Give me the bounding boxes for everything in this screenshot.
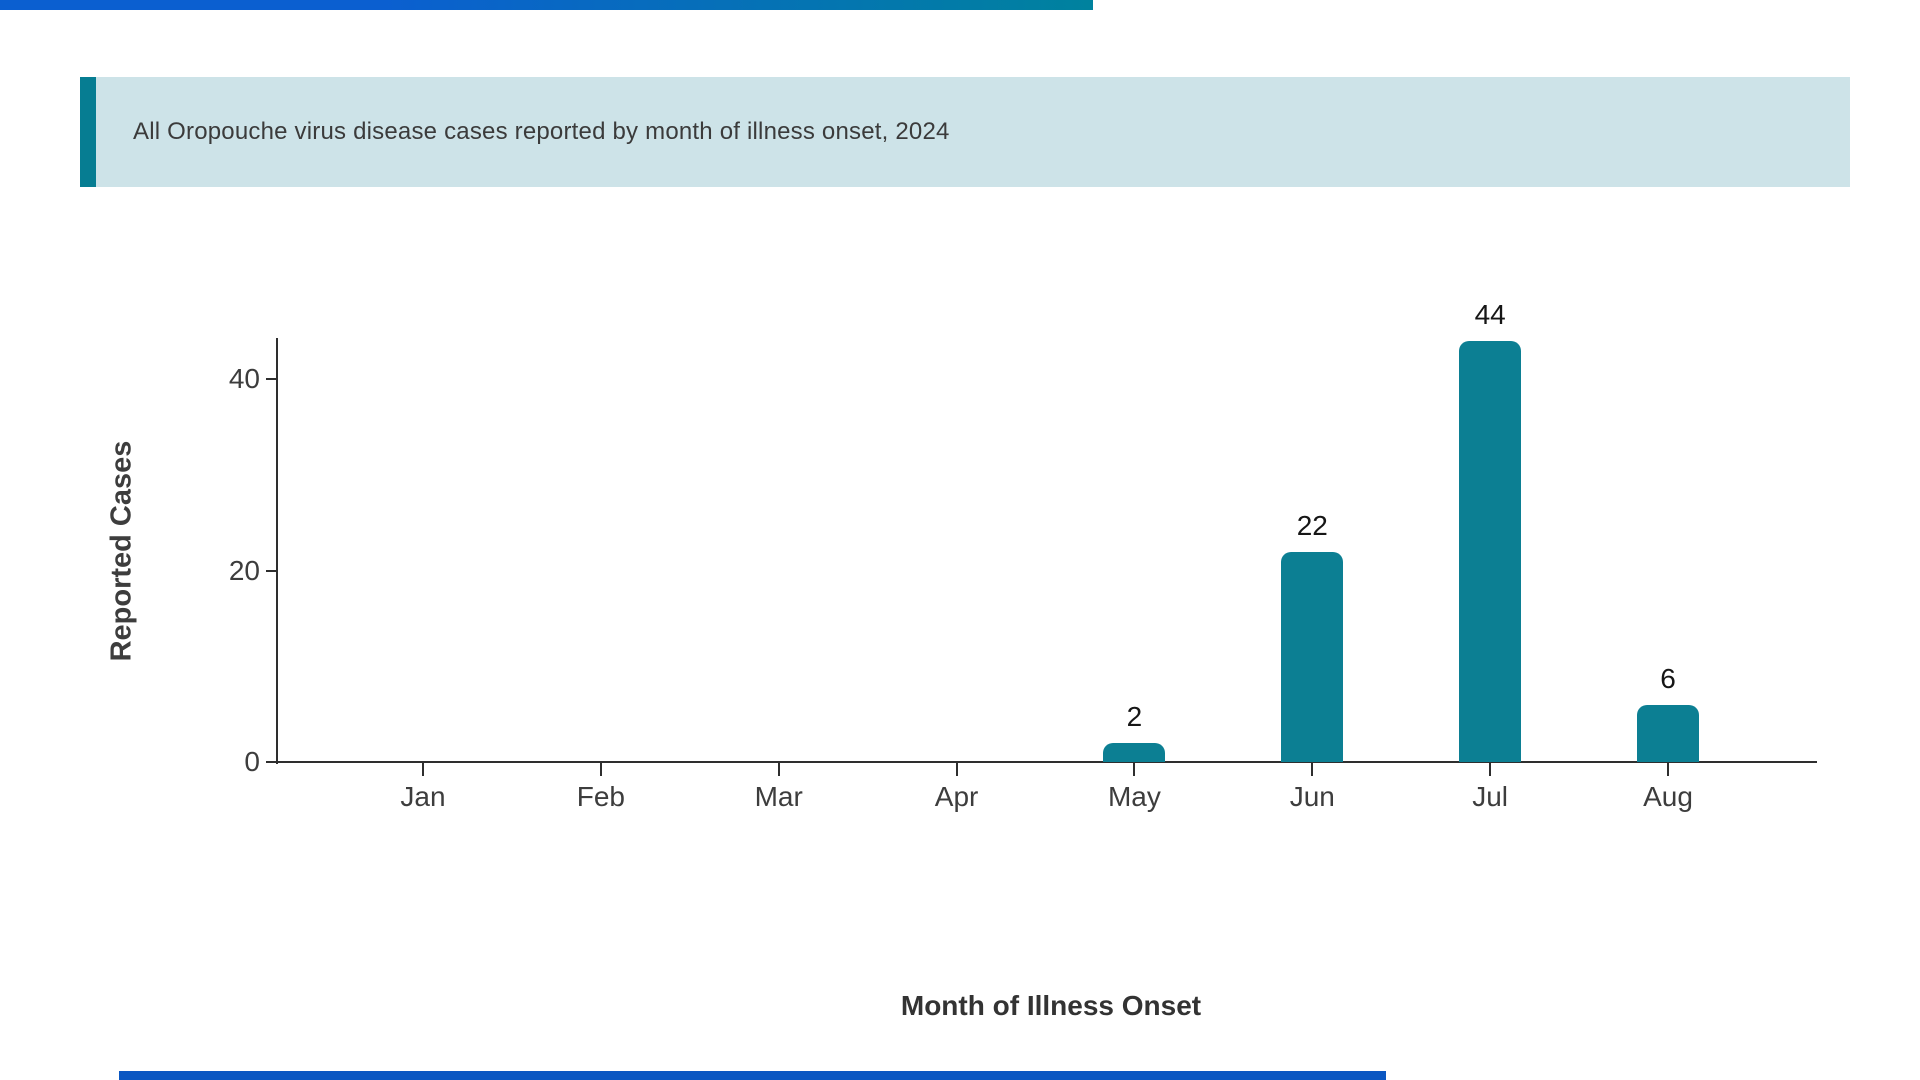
bar-aug bbox=[1637, 704, 1699, 762]
x-tick-label: May bbox=[1107, 781, 1161, 812]
bar-may bbox=[1103, 742, 1166, 762]
y-tick-mark bbox=[266, 569, 277, 572]
chart-title: All Oropouche virus disease cases report… bbox=[133, 118, 950, 145]
bar-value-label: 22 bbox=[1296, 509, 1328, 541]
y-tick-label: 0 bbox=[244, 746, 260, 777]
y-tick-label: 20 bbox=[228, 554, 260, 586]
x-tick-label: Mar bbox=[754, 781, 803, 812]
x-tick-label: Jul bbox=[1472, 781, 1509, 812]
bar-jun bbox=[1281, 551, 1344, 762]
x-tick-mark bbox=[1667, 763, 1669, 776]
x-tick-mark bbox=[1133, 763, 1136, 776]
x-tick-label: Aug bbox=[1643, 781, 1693, 812]
x-tick-label: Jun bbox=[1289, 781, 1335, 812]
x-tick-mark bbox=[1489, 763, 1492, 776]
x-tick-mark bbox=[599, 763, 602, 776]
y-tick-mark bbox=[266, 378, 277, 381]
bar-value-label: 2 bbox=[1126, 700, 1143, 732]
x-tick-mark bbox=[422, 763, 424, 776]
y-tick-label: 40 bbox=[228, 363, 260, 395]
y-axis-line bbox=[276, 338, 278, 764]
x-tick-label: Jan bbox=[400, 781, 446, 812]
x-axis-title: Month of Illness Onset bbox=[900, 990, 1202, 1021]
x-axis-line bbox=[276, 761, 1817, 763]
title-banner-accent-bar bbox=[80, 77, 96, 187]
bottom-blue-bar bbox=[119, 1071, 1386, 1080]
y-tick-mark bbox=[266, 761, 277, 763]
bar-value-label: 44 bbox=[1474, 299, 1506, 330]
x-tick-mark bbox=[955, 763, 958, 776]
x-tick-label: Feb bbox=[576, 781, 625, 812]
bar-value-label: 6 bbox=[1660, 662, 1676, 694]
x-tick-label: Apr bbox=[934, 781, 979, 812]
x-tick-mark bbox=[1311, 763, 1314, 776]
y-axis-title: Reported Cases bbox=[105, 440, 138, 662]
chart-title-banner: All Oropouche virus disease cases report… bbox=[80, 77, 1850, 187]
bar-jul bbox=[1459, 341, 1522, 762]
x-tick-mark bbox=[777, 763, 780, 776]
top-gradient-bar bbox=[0, 0, 1093, 10]
